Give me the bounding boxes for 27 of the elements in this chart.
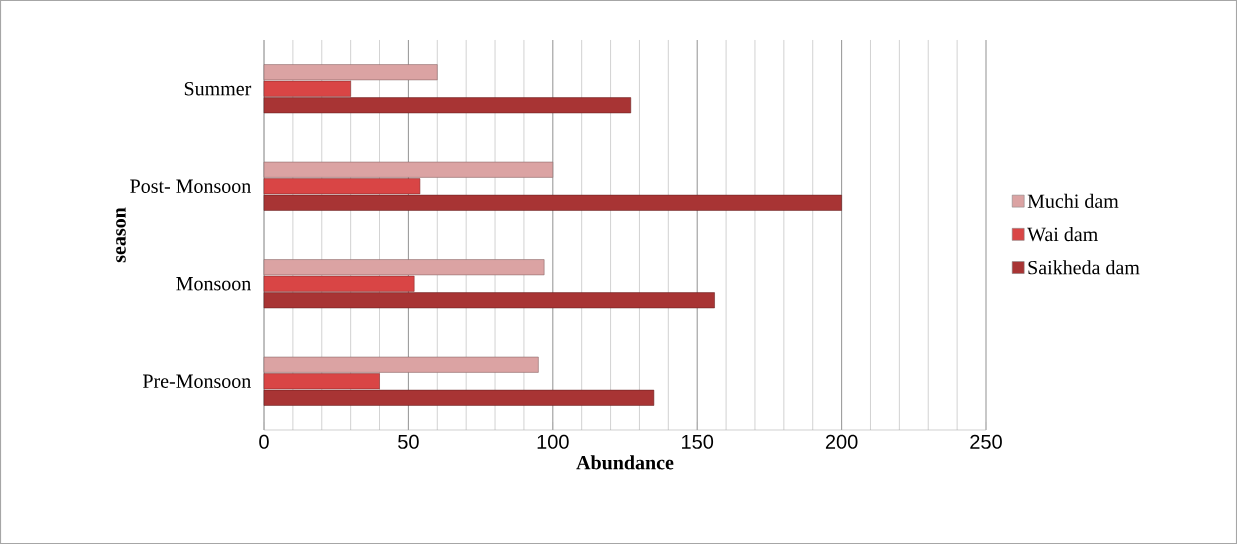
legend-label: Saikheda dam: [1028, 260, 1140, 275]
bar: [263, 97, 632, 114]
bar: [263, 178, 421, 195]
bar: [263, 194, 842, 211]
x-tick-label: 150: [682, 434, 714, 449]
y-tick-label: Pre-Monsoon: [143, 374, 251, 388]
bar: [263, 161, 554, 178]
legend-label: Muchi dam: [1027, 193, 1119, 208]
bar: [263, 292, 715, 309]
y-tick-label: Post- Monsoon: [130, 179, 251, 193]
x-tick-label: 250: [970, 434, 1002, 449]
bar: [263, 389, 655, 406]
x-tick-label: 200: [825, 434, 858, 449]
bar: [263, 80, 351, 97]
x-tick-label: 50: [398, 434, 419, 449]
bar: [263, 373, 380, 390]
bar: [263, 64, 438, 81]
bar: [263, 356, 539, 373]
legend-label: Wai dam: [1027, 227, 1098, 242]
bar: [263, 275, 415, 292]
bar: [263, 259, 545, 276]
y-axis-title: season: [116, 207, 126, 263]
y-tick-label: Monsoon: [176, 277, 251, 291]
x-tick-label: 100: [537, 434, 569, 449]
x-axis-title: Abundance: [576, 455, 674, 470]
x-tick-label: 0: [259, 434, 269, 449]
y-tick-label: Summer: [184, 82, 252, 96]
